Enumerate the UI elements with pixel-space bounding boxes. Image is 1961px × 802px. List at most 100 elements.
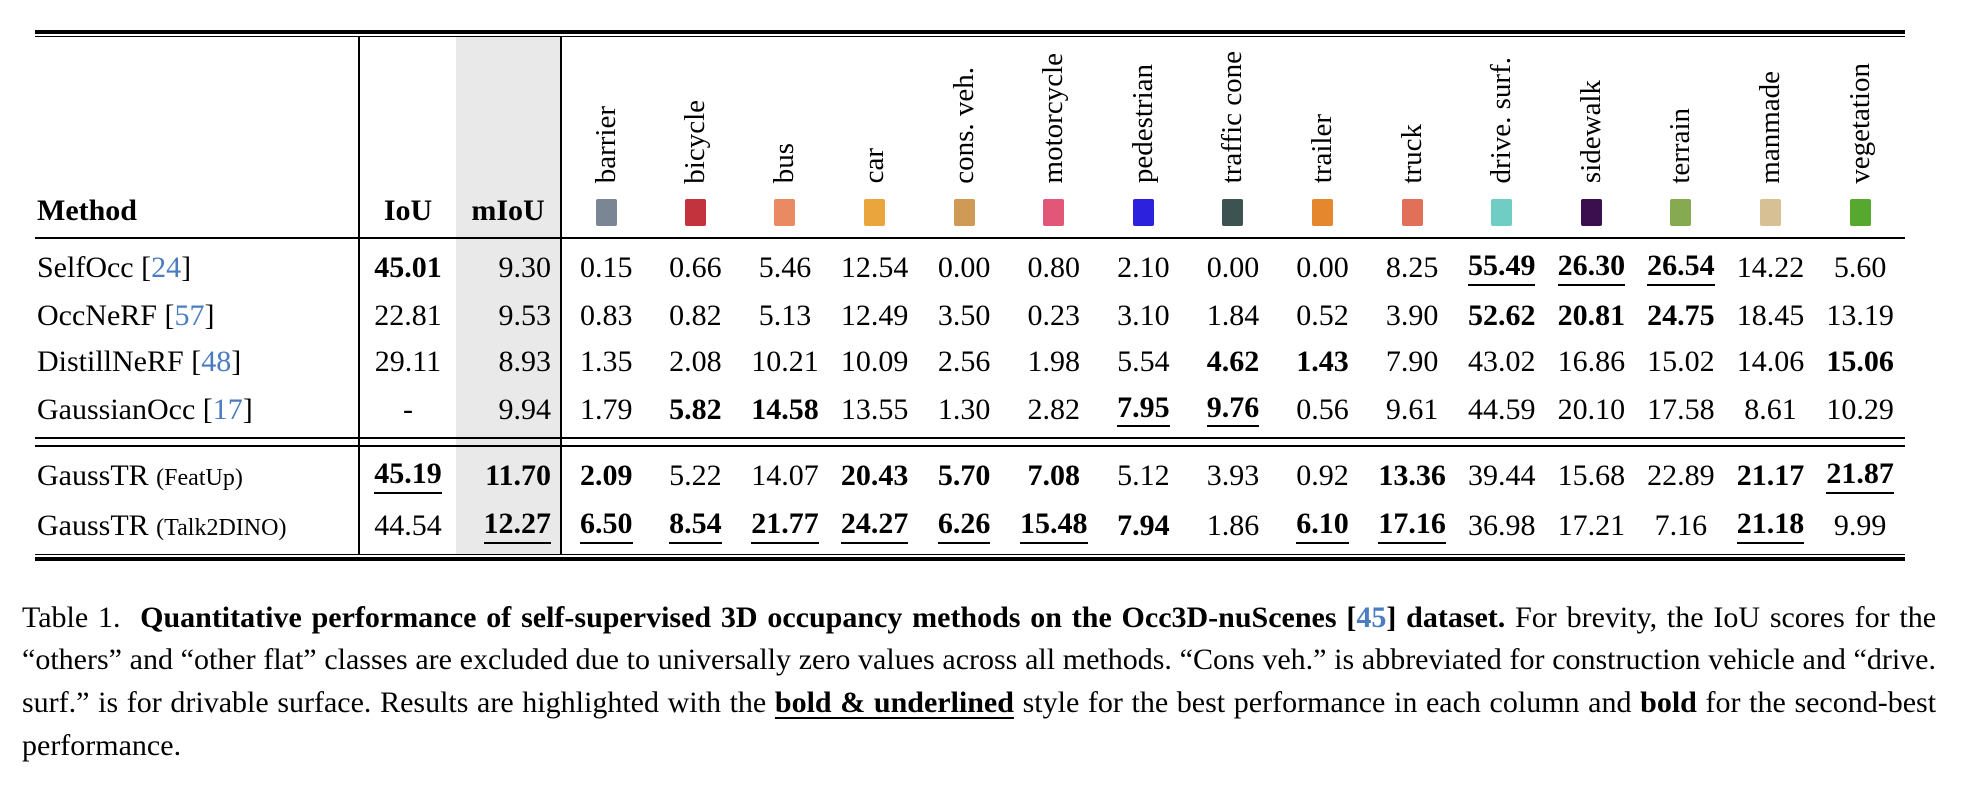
score-vegetation: 5.60 bbox=[1815, 238, 1905, 293]
score-value: 0.00 bbox=[1296, 251, 1349, 285]
score-motorcycle: 0.80 bbox=[1009, 238, 1099, 293]
score-drive-surf: 55.49 bbox=[1457, 238, 1547, 293]
score-motorcycle: 0.23 bbox=[1009, 293, 1099, 339]
score-value: 26.54 bbox=[1647, 250, 1715, 286]
score-value: 1.86 bbox=[1206, 509, 1260, 543]
method-column-header: Method bbox=[35, 37, 359, 240]
score-pedestrian: 5.54 bbox=[1099, 339, 1189, 385]
score-value: 2.09 bbox=[580, 459, 633, 493]
table-row-gausstr-featup: GaussTR (FeatUp) 45.19 11.70 2.09 5.22 14.07 2… bbox=[35, 446, 1905, 502]
score-value: 5.12 bbox=[1117, 459, 1170, 493]
class-label: traffic cone bbox=[1216, 51, 1249, 184]
score-terrain: 7.16 bbox=[1636, 501, 1726, 554]
score-value: 0.82 bbox=[669, 298, 722, 332]
score-bus: 5.13 bbox=[740, 293, 830, 339]
score-value: 1.84 bbox=[1206, 298, 1260, 332]
score-value: 7.90 bbox=[1385, 344, 1439, 378]
class-header-bicycle: bicycle bbox=[650, 37, 741, 240]
score-cons-veh: 2.56 bbox=[919, 339, 1009, 385]
score-car: 12.49 bbox=[830, 293, 920, 339]
score-drive-surf: 52.62 bbox=[1457, 293, 1547, 339]
score-value: 2.10 bbox=[1117, 251, 1170, 285]
score-cons-veh: 0.00 bbox=[919, 238, 1009, 293]
score-bus: 14.58 bbox=[740, 385, 830, 439]
score-motorcycle: 1.98 bbox=[1009, 339, 1099, 385]
caption-bold-title-tail: dataset. bbox=[1406, 600, 1506, 634]
class-header-motorcycle: motorcycle bbox=[1008, 37, 1099, 240]
score-value: 16.86 bbox=[1557, 344, 1626, 378]
table-row-selfocc: SelfOcc [24] 45.01 9.30 0.15 0.66 5.46 12.54 0.… bbox=[35, 238, 1905, 293]
score-value: 26.30 bbox=[1557, 250, 1626, 286]
score-vegetation: 15.06 bbox=[1815, 339, 1905, 385]
class-header-barrier: barrier bbox=[561, 37, 651, 240]
class-label: pedestrian bbox=[1126, 64, 1159, 184]
score-value: 7.08 bbox=[1027, 459, 1081, 493]
class-label: bus bbox=[768, 143, 801, 184]
score-car: 20.43 bbox=[830, 446, 920, 501]
score-value: 9.99 bbox=[1833, 509, 1887, 543]
score-trailer: 0.00 bbox=[1278, 238, 1368, 293]
method-name: GaussianOcc [17] bbox=[37, 392, 253, 426]
score-value: 14.07 bbox=[751, 459, 819, 493]
score-vegetation: 9.99 bbox=[1815, 501, 1905, 554]
score-value: 44.59 bbox=[1467, 392, 1536, 426]
score-value: 13.36 bbox=[1378, 459, 1446, 493]
class-color-swatch bbox=[774, 199, 796, 227]
score-truck: 9.61 bbox=[1367, 385, 1457, 439]
score-value: 2.82 bbox=[1027, 392, 1081, 426]
class-label: barrier bbox=[589, 106, 622, 184]
score-barrier: 1.35 bbox=[561, 339, 651, 385]
score-barrier: 0.15 bbox=[561, 238, 651, 293]
caption-body-3: for the second-best performance. bbox=[22, 686, 1937, 762]
score-value: 0.15 bbox=[580, 251, 633, 285]
score-value: 1.98 bbox=[1027, 344, 1081, 378]
score-value: 0.92 bbox=[1296, 459, 1349, 493]
score-cons-veh: 3.50 bbox=[919, 293, 1009, 339]
class-color-swatch bbox=[684, 199, 706, 227]
separator-cell bbox=[35, 437, 359, 448]
class-label: bicycle bbox=[678, 99, 711, 184]
score-value: 20.81 bbox=[1557, 298, 1626, 332]
score-traffic-cone: 9.76 bbox=[1188, 385, 1278, 439]
score-value: 5.70 bbox=[937, 459, 991, 493]
score-value: 36.98 bbox=[1467, 509, 1536, 543]
score-bus: 14.07 bbox=[740, 446, 830, 501]
score-trailer: 0.56 bbox=[1278, 385, 1368, 439]
class-label: car bbox=[858, 147, 891, 184]
iou-score: 44.54 bbox=[358, 501, 456, 554]
score-value: 45.01 bbox=[374, 251, 442, 285]
score-terrain: 17.58 bbox=[1636, 385, 1726, 439]
score-manmade: 14.06 bbox=[1726, 339, 1816, 385]
score-bus: 5.46 bbox=[740, 238, 830, 293]
score-value: 0.66 bbox=[669, 251, 722, 285]
score-value: 15.06 bbox=[1826, 344, 1894, 378]
score-value: 6.10 bbox=[1296, 508, 1349, 544]
score-vegetation: 21.87 bbox=[1815, 446, 1905, 501]
score-value: 8.25 bbox=[1385, 251, 1439, 285]
caption-citation-link[interactable]: 45 bbox=[1356, 600, 1387, 634]
score-value: 5.82 bbox=[669, 392, 722, 426]
miou-column-header: mIoU bbox=[456, 37, 562, 240]
score-value: 0.23 bbox=[1027, 298, 1081, 332]
score-vegetation: 13.19 bbox=[1815, 293, 1905, 339]
class-color-swatch bbox=[1132, 199, 1154, 227]
method-name: DistillNeRF [48] bbox=[37, 344, 242, 378]
citation-link[interactable]: 57 bbox=[174, 298, 205, 332]
citation-link[interactable]: 48 bbox=[201, 344, 232, 378]
citation-link[interactable]: 17 bbox=[212, 392, 243, 426]
iou-score: - bbox=[358, 384, 456, 439]
score-truck: 3.90 bbox=[1367, 293, 1457, 339]
class-color-swatch bbox=[1222, 199, 1244, 227]
class-header-truck: truck bbox=[1367, 37, 1457, 240]
score-value: 17.58 bbox=[1647, 392, 1715, 426]
caption-bold-title: Quantitative performance of self-supervi… bbox=[140, 600, 1506, 634]
iou-score: 22.81 bbox=[358, 292, 456, 339]
score-pedestrian: 5.12 bbox=[1099, 446, 1189, 501]
score-pedestrian: 7.94 bbox=[1099, 501, 1189, 554]
score-value: 21.77 bbox=[751, 508, 819, 544]
score-value: 29.11 bbox=[374, 344, 442, 378]
score-drive-surf: 44.59 bbox=[1457, 385, 1547, 439]
score-manmade: 21.17 bbox=[1726, 446, 1816, 501]
class-header-vegetation: vegetation bbox=[1815, 37, 1905, 240]
citation-link[interactable]: 24 bbox=[151, 251, 182, 285]
